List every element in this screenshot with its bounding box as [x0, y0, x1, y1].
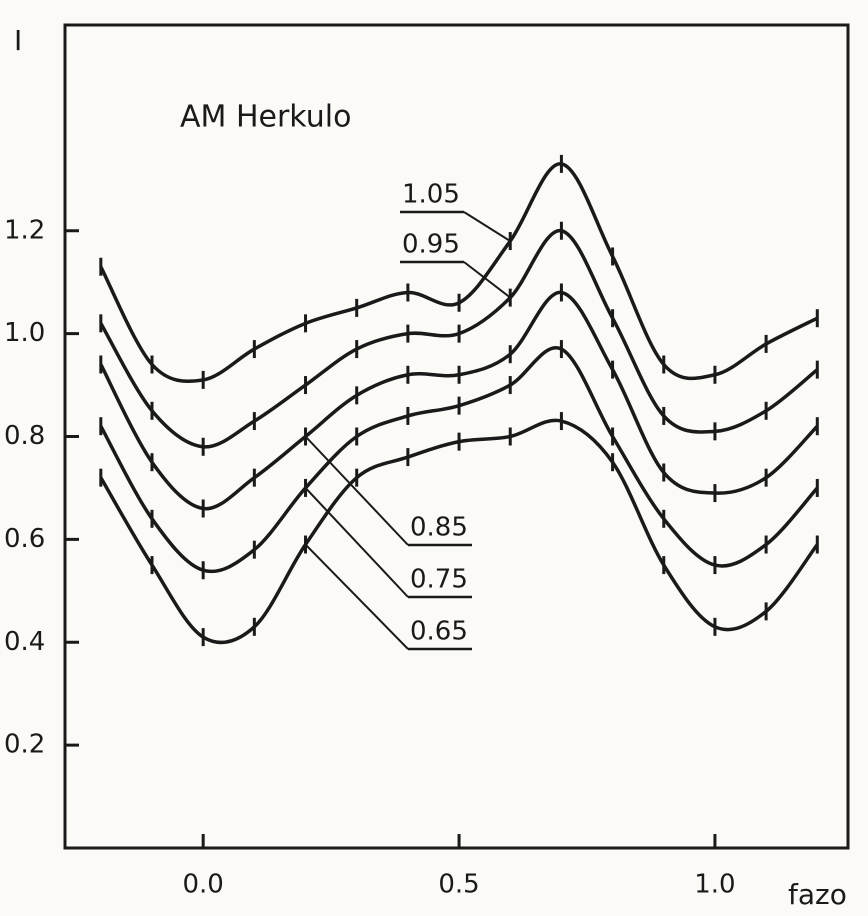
y-tick-label: 1.0	[4, 318, 45, 348]
leader-line	[463, 211, 511, 242]
series-label: 0.85	[410, 513, 468, 543]
y-tick-label: 0.8	[4, 421, 45, 451]
series-label: 1.05	[402, 180, 460, 210]
x-tick-label: 0.5	[438, 870, 479, 900]
series-label: 0.75	[410, 565, 468, 595]
line	[99, 162, 819, 383]
y-axis-label: I	[14, 24, 22, 57]
series-label: 0.65	[410, 617, 468, 647]
x-axis-label: fazo	[788, 878, 847, 911]
leader-line	[304, 487, 409, 598]
line	[99, 229, 819, 449]
y-tick-label: 0.2	[4, 730, 45, 760]
leader-line	[463, 261, 511, 299]
x-tick-label: 1.0	[694, 870, 735, 900]
y-tick-label: 0.4	[4, 627, 45, 657]
plot-frame	[63, 23, 850, 850]
series-label: 0.95	[402, 230, 460, 260]
chart-title: AM Herkulo	[180, 100, 351, 135]
y-tick-label: 1.2	[4, 215, 45, 245]
leader-line	[304, 543, 409, 650]
leader-line	[304, 435, 409, 546]
x-tick-label: 0.0	[182, 870, 223, 900]
y-tick-label: 0.6	[4, 524, 45, 554]
